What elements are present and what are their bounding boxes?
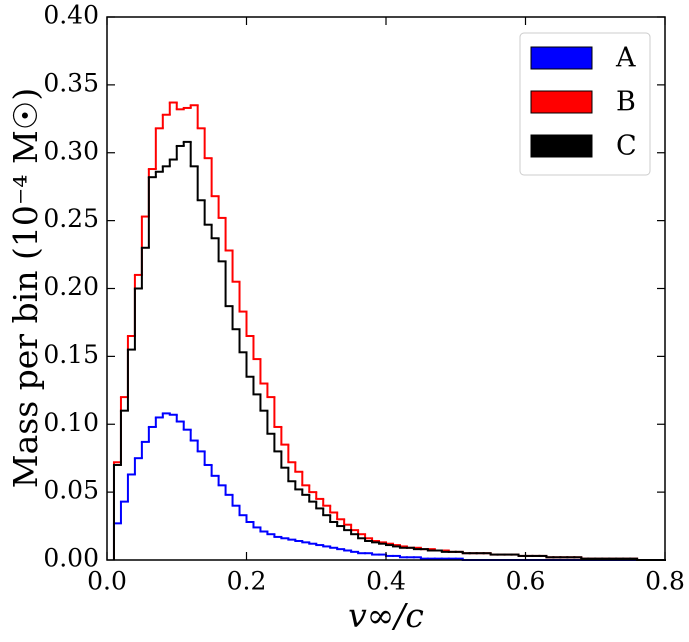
y-tick-label: 0.15 xyxy=(43,340,99,369)
y-tick-label: 0.20 xyxy=(43,272,99,301)
y-tick-label: 0.30 xyxy=(43,136,99,165)
legend-swatch xyxy=(530,46,593,70)
y-axis-label: Mass per bin (10⁻⁴ M☉) xyxy=(6,88,45,488)
x-tick-label: 0.6 xyxy=(506,567,546,596)
legend-label: A xyxy=(615,43,636,74)
y-tick-label: 0.40 xyxy=(43,1,99,30)
legend-swatch xyxy=(530,134,593,158)
x-tick-label: 0.2 xyxy=(227,567,267,596)
y-tick-label: 0.00 xyxy=(43,544,99,573)
x-axis-label: v∞/c xyxy=(348,596,424,635)
y-tick-label: 0.05 xyxy=(43,476,99,505)
x-tick-label: 0.4 xyxy=(366,567,406,596)
legend-label: C xyxy=(616,131,637,162)
y-tick-label: 0.35 xyxy=(43,68,99,97)
x-tick-label: 0.0 xyxy=(87,567,127,596)
legend-swatch xyxy=(530,90,593,114)
y-tick-label: 0.25 xyxy=(43,204,99,233)
legend-label: B xyxy=(616,87,636,118)
x-tick-label: 0.8 xyxy=(645,567,685,596)
y-tick-label: 0.10 xyxy=(43,408,99,437)
